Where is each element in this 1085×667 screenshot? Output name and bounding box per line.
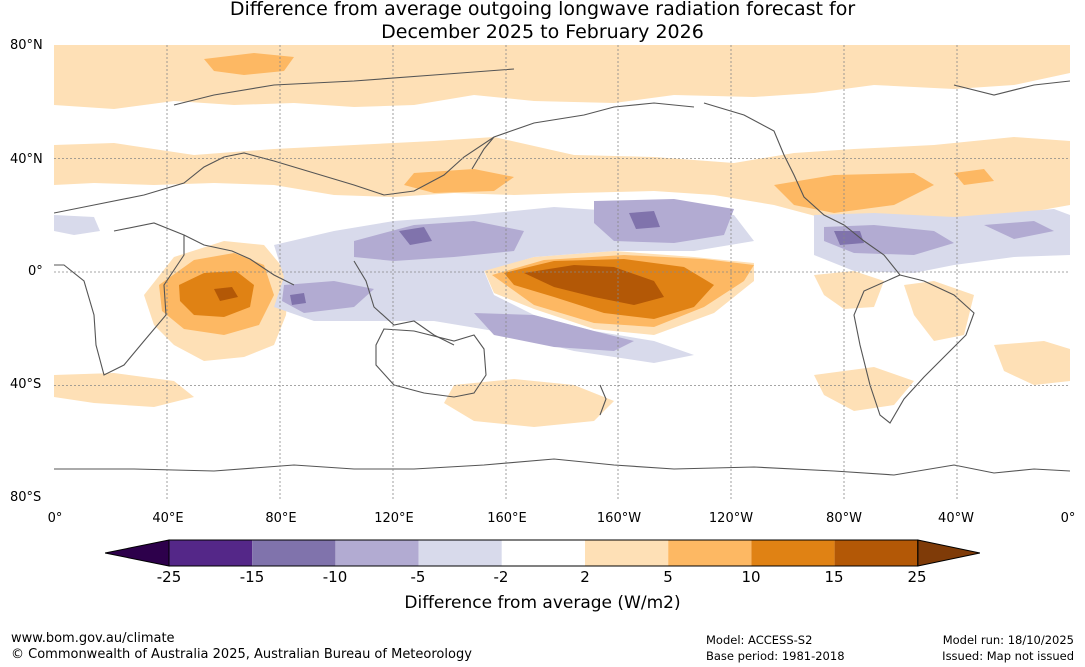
colorbar-tick: 2 — [580, 568, 590, 586]
negative-anomaly-regions — [54, 199, 1070, 363]
website-link[interactable]: www.bom.gov.au/climate — [11, 631, 175, 646]
colorbar-bin-2-5 — [585, 540, 669, 566]
colorbar-extend-high — [917, 539, 980, 567]
colorbar — [105, 539, 980, 567]
colorbar-tick: 15 — [824, 568, 844, 586]
colorbar-tick: 5 — [663, 568, 673, 586]
colorbar-tick: 25 — [907, 568, 927, 586]
graticule — [54, 45, 1070, 499]
lon-label-160w: 160°W — [596, 511, 642, 526]
colorbar-bin--10--5 — [335, 540, 419, 566]
colorbar-frame — [168, 539, 919, 567]
map-title-line-1: Difference from average outgoing longwav… — [229, 0, 856, 20]
lon-label-40e: 40°E — [152, 511, 184, 526]
lat-label-40s: 40°S — [10, 377, 42, 392]
lon-label-80w: 80°W — [826, 511, 862, 526]
colorbar-title: Difference from average (W/m2) — [404, 593, 681, 613]
lon-label-0-east: 0° — [1060, 511, 1076, 526]
lon-label-40w: 40°W — [938, 511, 974, 526]
lon-label-120w: 120°W — [708, 511, 754, 526]
lon-label-120e: 120°E — [374, 511, 414, 526]
colorbar-bin-5-10 — [668, 540, 752, 566]
colorbar-bin-15-25 — [834, 540, 918, 566]
lat-label-equator: 0° — [28, 264, 43, 279]
copyright-notice: © Commonwealth of Australia 2025, Austra… — [11, 647, 472, 662]
issued-status: Issued: Map not issued — [942, 649, 1074, 663]
colorbar-tick: -2 — [493, 568, 509, 586]
lon-label-80e: 80°E — [265, 511, 297, 526]
positive-anomaly-strong-regions — [179, 259, 714, 319]
colorbar-bin--5--2 — [418, 540, 502, 566]
lat-label-80n: 80°N — [10, 38, 43, 53]
lon-label-160e: 160°E — [487, 511, 527, 526]
model-name: Model: ACCESS-S2 — [706, 633, 813, 647]
colorbar-tick: -25 — [156, 568, 182, 586]
lat-label-80s: 80°S — [10, 490, 42, 505]
colorbar-bin-10-15 — [751, 540, 835, 566]
lat-label-40n: 40°N — [10, 152, 43, 167]
base-period: Base period: 1981-2018 — [706, 649, 845, 663]
colorbar-extend-low — [105, 539, 170, 567]
colorbar-tick: 10 — [741, 568, 761, 586]
colorbar-bin--25--15 — [169, 540, 253, 566]
coastlines — [54, 68, 1070, 476]
map-title-line-2: December 2025 to February 2026 — [381, 21, 704, 43]
olr-anomaly-map — [54, 45, 1070, 499]
colorbar-tick: -15 — [239, 568, 265, 586]
model-run-date: Model run: 18/10/2025 — [942, 633, 1074, 647]
colorbar-bin--15--10 — [252, 540, 336, 566]
lon-label-0-west: 0° — [47, 511, 63, 526]
colorbar-tick: -5 — [410, 568, 426, 586]
colorbar-bin--2-2 — [501, 540, 585, 566]
colorbar-tick: -10 — [322, 568, 348, 586]
